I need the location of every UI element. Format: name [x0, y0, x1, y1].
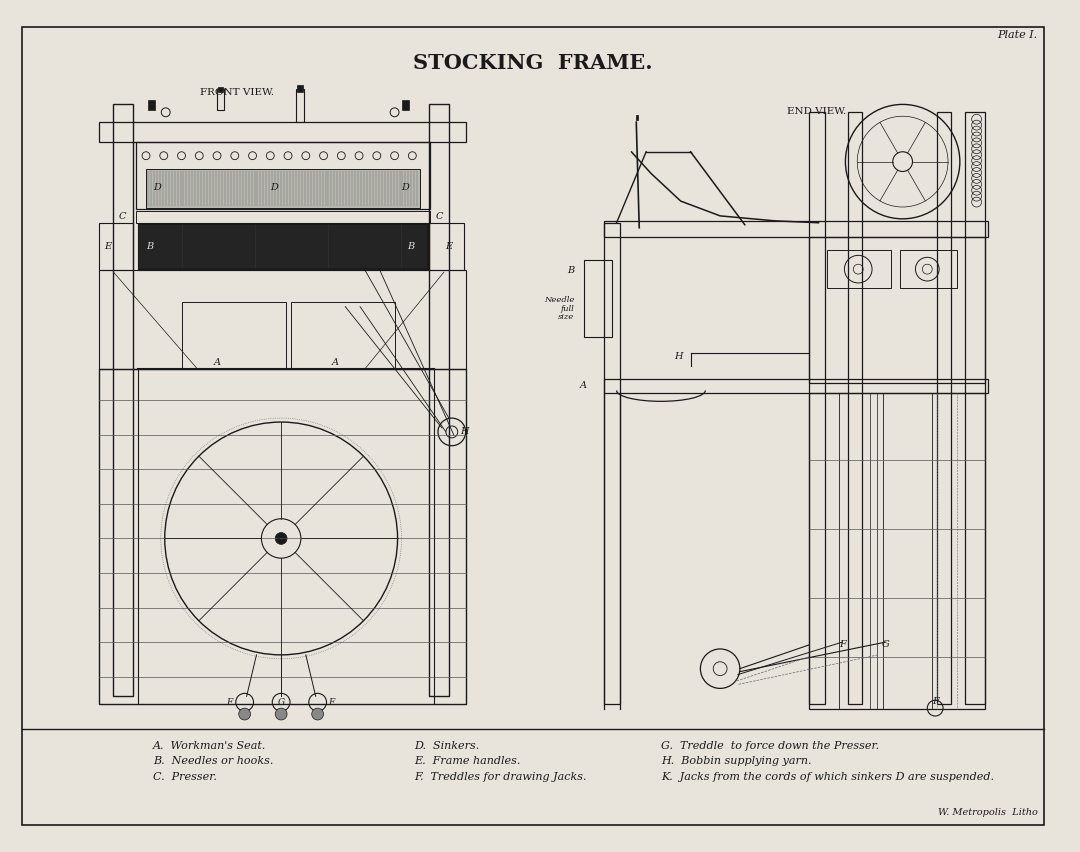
Circle shape — [239, 708, 251, 720]
Text: FRONT VIEW.: FRONT VIEW. — [200, 88, 273, 97]
Text: G: G — [278, 698, 285, 706]
Text: A: A — [214, 359, 220, 367]
Bar — [146, 169, 420, 208]
Bar — [809, 394, 985, 709]
Circle shape — [312, 708, 324, 720]
Text: A: A — [332, 359, 339, 367]
Text: C.  Presser.: C. Presser. — [153, 772, 217, 782]
Text: F.  Treddles for drawing Jacks.: F. Treddles for drawing Jacks. — [415, 772, 586, 782]
Text: A: A — [580, 381, 586, 390]
Text: B: B — [146, 242, 153, 251]
Bar — [937, 112, 951, 705]
Text: F: F — [932, 697, 939, 705]
Bar — [296, 89, 303, 122]
Bar — [870, 394, 877, 709]
Text: Plate I.: Plate I. — [998, 31, 1038, 40]
Text: G.  Treddle  to force down the Presser.: G. Treddle to force down the Presser. — [661, 740, 879, 751]
Circle shape — [275, 708, 287, 720]
Bar — [291, 302, 394, 369]
Text: D.  Sinkers.: D. Sinkers. — [415, 740, 480, 751]
Text: B: B — [407, 242, 415, 251]
Text: D: D — [153, 183, 161, 192]
Text: E: E — [445, 242, 451, 251]
Bar — [809, 112, 825, 705]
Text: H: H — [460, 428, 469, 436]
Bar — [138, 222, 429, 270]
Text: O: O — [278, 534, 285, 543]
Bar — [148, 101, 154, 110]
Bar — [964, 112, 985, 705]
Text: F: F — [226, 698, 232, 706]
Bar — [183, 302, 286, 369]
Bar — [98, 270, 465, 369]
Circle shape — [275, 532, 287, 544]
Text: H.  Bobbin supplying yarn.: H. Bobbin supplying yarn. — [661, 757, 811, 767]
Text: C: C — [436, 212, 444, 222]
Text: G: G — [882, 641, 890, 649]
Bar — [584, 260, 611, 337]
Text: E: E — [105, 242, 111, 251]
Bar — [98, 122, 465, 142]
Bar — [429, 222, 463, 270]
Text: H: H — [674, 353, 683, 361]
Bar — [113, 105, 133, 696]
Text: F: F — [839, 641, 846, 649]
Text: END VIEW.: END VIEW. — [787, 106, 847, 116]
Text: B.  Needles or hooks.: B. Needles or hooks. — [153, 757, 273, 767]
Bar — [136, 211, 430, 222]
Bar — [604, 378, 988, 394]
Bar — [98, 222, 133, 270]
Text: E.  Frame handles.: E. Frame handles. — [415, 757, 521, 767]
Bar — [98, 369, 465, 705]
Text: C: C — [119, 212, 126, 222]
Text: size: size — [558, 313, 575, 320]
Text: full: full — [561, 305, 575, 313]
Text: A.  Workman's Seat.: A. Workman's Seat. — [153, 740, 267, 751]
Bar — [429, 105, 449, 696]
Text: B: B — [567, 266, 575, 274]
Bar — [849, 112, 862, 705]
Text: F: F — [328, 698, 335, 706]
Text: K.  Jacks from the cords of which sinkers D are suspended.: K. Jacks from the cords of which sinkers… — [661, 772, 994, 782]
Text: STOCKING  FRAME.: STOCKING FRAME. — [413, 53, 652, 73]
Bar — [218, 87, 222, 91]
Bar — [809, 237, 985, 383]
Text: W. Metropolis  Litho: W. Metropolis Litho — [937, 809, 1038, 817]
Bar — [297, 84, 302, 91]
Text: D: D — [270, 183, 279, 192]
Text: D: D — [402, 183, 409, 192]
Text: Needle: Needle — [543, 296, 575, 303]
Bar — [217, 89, 224, 110]
Bar — [604, 222, 620, 705]
Bar — [826, 250, 891, 288]
Bar — [604, 221, 988, 237]
Bar — [900, 250, 957, 288]
Bar — [136, 142, 430, 209]
Bar — [403, 101, 409, 110]
